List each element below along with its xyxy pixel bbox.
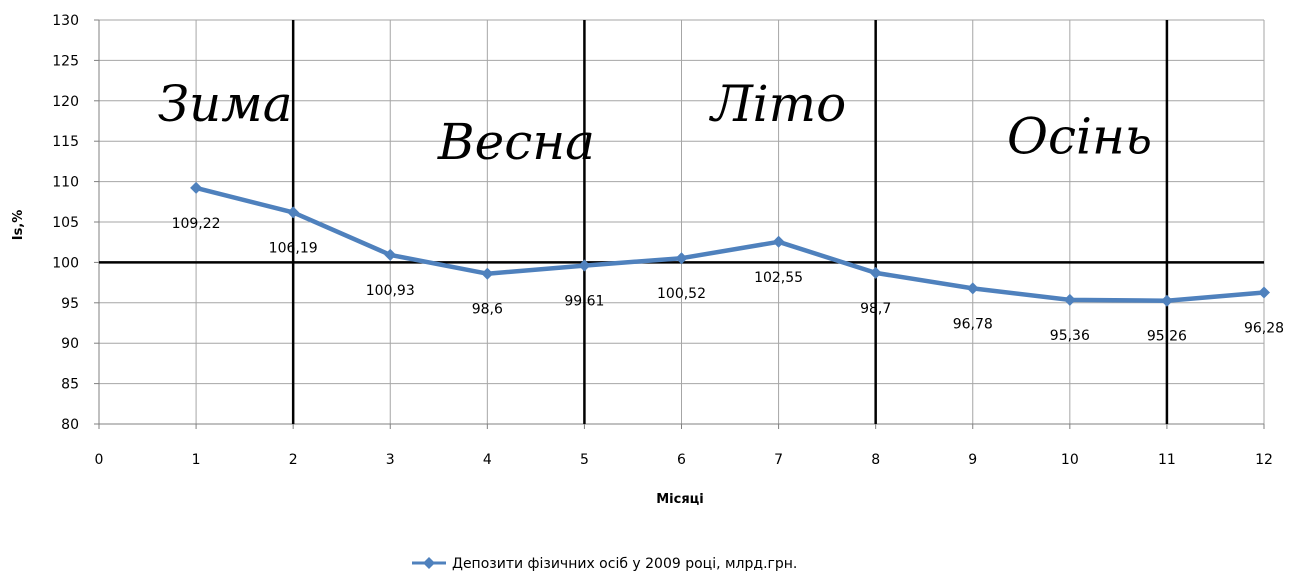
x-tick-label: 11	[1158, 452, 1176, 468]
series-points	[190, 181, 1270, 307]
data-label: 96,28	[1244, 320, 1284, 336]
x-tick-label: 9	[968, 452, 977, 468]
y-tick-label: 95	[61, 296, 79, 312]
season-annotations: Зима Весна Літо Осінь	[158, 75, 1152, 171]
y-tick-label: 125	[52, 53, 79, 69]
data-label: 95,36	[1050, 328, 1090, 344]
y-tick-label: 130	[52, 13, 79, 29]
data-labels: 109,22 106,19 100,93 98,6 99,61 100,52 102,55 9…	[172, 216, 1284, 345]
data-point-marker	[772, 235, 785, 248]
x-tick-label: 8	[871, 452, 880, 468]
x-tick-label: 4	[483, 452, 492, 468]
x-tick-label: 2	[289, 452, 298, 468]
data-point-marker	[481, 267, 494, 280]
data-label: 100,52	[657, 286, 706, 302]
data-point-marker	[384, 248, 397, 261]
data-point-marker	[1160, 294, 1173, 307]
data-point-marker	[869, 266, 882, 279]
legend: Депозити фізичних осіб у 2009 році, млрд…	[412, 556, 797, 572]
data-point-marker	[1258, 286, 1270, 299]
data-label: 109,22	[172, 216, 221, 232]
data-label: 95,26	[1147, 329, 1187, 345]
y-axis-title: Is,%	[11, 210, 26, 241]
x-tick-label: 5	[580, 452, 589, 468]
x-axis-title: Місяці	[656, 492, 704, 507]
y-tick-label: 115	[52, 134, 79, 150]
data-point-marker	[287, 206, 300, 219]
data-point-marker	[578, 259, 591, 272]
data-label: 102,55	[754, 270, 803, 286]
y-tick-label: 90	[61, 336, 79, 352]
season-label: Весна	[437, 113, 595, 171]
y-tick-label: 110	[52, 175, 79, 191]
x-tick-label: 7	[774, 452, 783, 468]
x-tick-label: 6	[677, 452, 686, 468]
series-line-path	[195, 185, 1265, 303]
data-label: 96,78	[953, 316, 993, 332]
x-tick-label: 0	[95, 452, 104, 468]
data-point-marker	[966, 282, 979, 295]
x-axis-tick-labels: 0 1 2 3 4 5 6 7 8 9 10 11 12	[95, 452, 1273, 468]
legend-series-name: Депозити фізичних осіб у 2009 році, млрд…	[452, 556, 797, 572]
data-point-marker	[675, 252, 688, 265]
y-tick-label: 80	[61, 417, 79, 433]
series-line	[195, 185, 1265, 303]
x-tick-label: 12	[1255, 452, 1273, 468]
data-point-marker	[190, 181, 203, 194]
y-tick-label: 85	[61, 377, 79, 393]
legend-diamond-marker	[423, 557, 435, 569]
data-label: 99,61	[564, 294, 604, 310]
data-point-marker	[1063, 293, 1076, 306]
season-label: Літо	[708, 75, 846, 133]
y-axis-tick-labels: 80 85 90 95 100 105 110 115 120 125 130	[52, 13, 79, 433]
season-label: Зима	[158, 75, 293, 133]
x-tick-label: 10	[1061, 452, 1079, 468]
data-label: 98,6	[472, 302, 503, 318]
data-label: 100,93	[366, 283, 415, 299]
data-label: 106,19	[269, 240, 318, 256]
x-tick-label: 3	[386, 452, 395, 468]
season-label: Осінь	[1007, 107, 1152, 165]
y-tick-label: 120	[52, 94, 79, 110]
data-label: 98,7	[860, 301, 891, 317]
y-tick-label: 105	[52, 215, 79, 231]
x-tick-label: 1	[192, 452, 201, 468]
y-tick-label: 100	[52, 255, 79, 271]
